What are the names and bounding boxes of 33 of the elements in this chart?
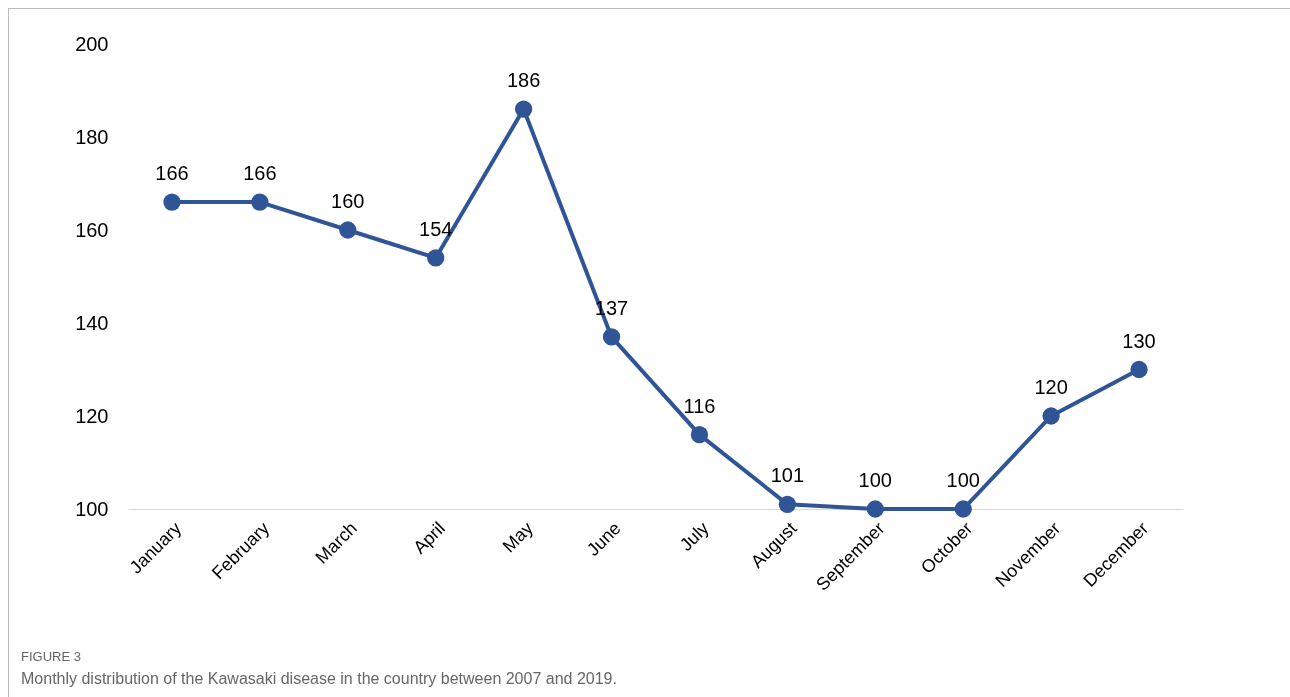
data-label: 166 [155,162,189,185]
data-label: 166 [243,162,277,185]
y-tick-label: 100 [75,497,109,520]
data-label: 100 [858,469,892,491]
point [602,328,621,346]
point [866,500,884,518]
data-label: 116 [683,394,716,417]
point [339,221,357,239]
point [778,495,797,513]
data-label: 100 [946,469,980,491]
point [690,425,709,444]
data-label: 154 [419,217,453,240]
data-label: 160 [331,190,365,212]
point [1130,360,1148,379]
point [954,500,972,518]
point [1042,407,1060,425]
data-label: 186 [506,69,541,92]
point [514,100,533,118]
y-tick-label: 120 [75,404,109,427]
y-tick-label: 200 [75,32,109,55]
x-tick-label: May [498,518,537,557]
data-label: 130 [1122,329,1156,352]
data-label: 120 [1034,376,1068,398]
y-tick-label: 180 [75,125,109,148]
caption: FIGURE 3 [21,649,82,664]
y-tick-label: 140 [75,311,109,334]
point [163,193,181,211]
point [251,193,269,211]
point [427,249,445,267]
x-tick-label: July [675,518,713,555]
data-label: 101 [770,464,805,487]
text: Monthly distribution of the Kawasaki disease in the country between 2007 and 2019. [21,670,617,688]
y-tick-label: 160 [75,218,109,241]
